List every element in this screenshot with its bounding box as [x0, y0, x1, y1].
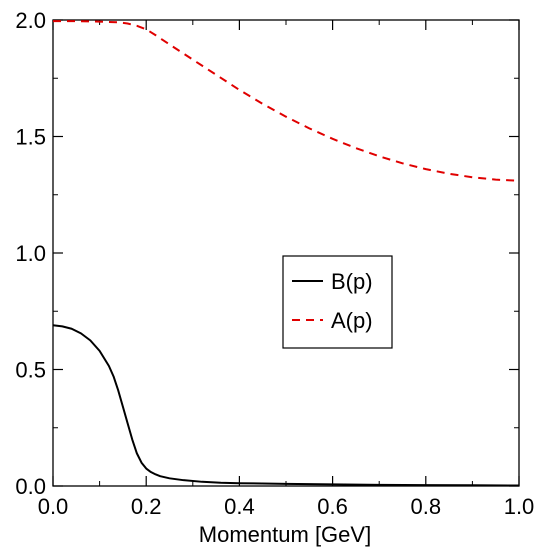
y-tick-label: 0.5 — [15, 358, 46, 383]
plot-frame — [52, 19, 520, 487]
legend-box — [282, 255, 393, 349]
axis-tick-labels: 0.0 0.2 0.4 0.6 0.8 1.0 0.0 0.5 1.0 1.5 2.0 — [15, 8, 534, 519]
x-tick-label: 1.0 — [504, 494, 535, 519]
axis-ticks — [52, 19, 520, 487]
x-tick-label: 0.2 — [131, 494, 162, 519]
y-tick-label: 0.0 — [15, 474, 46, 499]
y-tick-label: 2.0 — [15, 8, 46, 33]
series-line-a — [53, 20, 520, 182]
y-tick-label: 1.5 — [15, 125, 46, 150]
legend-label-a: A(p) — [331, 308, 373, 333]
y-tick-label: 1.0 — [15, 241, 46, 266]
x-axis-title: Momentum [GeV] — [199, 522, 371, 547]
series-line-b — [52, 324, 520, 487]
x-tick-label: 0.8 — [411, 494, 442, 519]
series-layer — [52, 20, 520, 487]
x-tick-label: 0.4 — [224, 494, 255, 519]
legend-label-b: B(p) — [331, 269, 373, 294]
x-tick-label: 0.6 — [317, 494, 348, 519]
legend: B(p) A(p) — [282, 255, 393, 349]
x-tick-label: 0.0 — [38, 494, 69, 519]
